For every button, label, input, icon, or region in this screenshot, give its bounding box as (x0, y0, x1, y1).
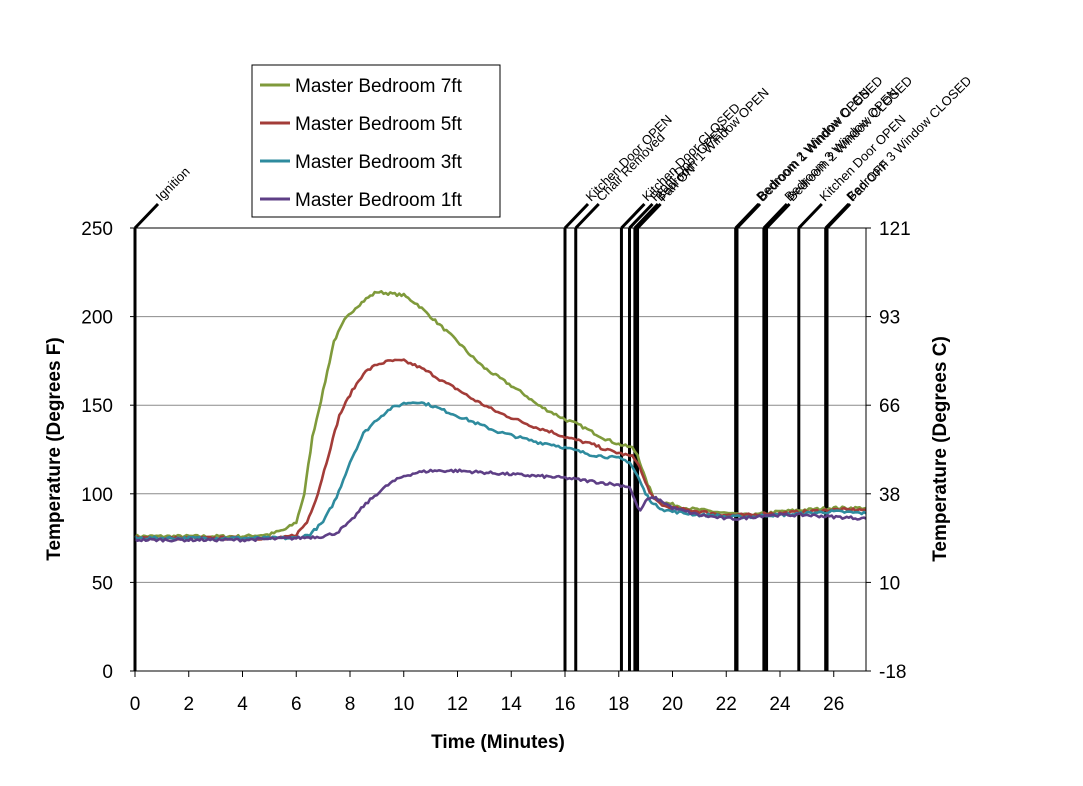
x-tick-label: 26 (823, 694, 844, 715)
y2-tick-label: 93 (879, 308, 900, 329)
x-tick-label: 0 (130, 694, 141, 715)
event-leader (574, 202, 600, 230)
y-axis-title: Temperature (Degrees F) (44, 337, 65, 561)
y-tick-label: 0 (102, 662, 113, 683)
grid-layer (135, 227, 866, 583)
y-tick-label: 50 (92, 573, 113, 594)
x-tick-label: 24 (769, 694, 791, 715)
event-leader (636, 202, 662, 230)
x-tick-label: 2 (183, 694, 194, 715)
y2-axis-title: Temperature (Degrees C) (930, 336, 951, 562)
legend-box (251, 64, 501, 218)
series-line (134, 468, 867, 543)
x-tick-label: 8 (345, 694, 356, 715)
event-leader (825, 202, 852, 230)
event-leader (628, 202, 654, 230)
x-tick-label: 16 (554, 694, 575, 715)
x-tick-label: 22 (716, 694, 737, 715)
series-line (134, 401, 867, 541)
event-label: Bedroom 2 Window CLOSED (784, 73, 915, 204)
x-axis-title: Time (Minutes) (431, 732, 565, 753)
y-tick-label: 150 (81, 396, 113, 417)
legend-label: Master Bedroom 1ft (295, 190, 463, 211)
y-tick-label: 200 (81, 308, 113, 329)
series-line (134, 358, 867, 541)
x-tick-label: 4 (237, 694, 248, 715)
y2-tick-label: -18 (879, 662, 906, 683)
x-tick-label: 18 (608, 694, 629, 715)
event-leader (620, 202, 646, 230)
y2-tick-label: 38 (879, 485, 900, 506)
x-tick-label: 14 (501, 694, 523, 715)
x-tick-label: 10 (393, 694, 414, 715)
y2-tick-label: 10 (879, 573, 900, 594)
legend-label: Master Bedroom 3ft (295, 152, 463, 173)
event-leader (735, 202, 762, 230)
y2-tick-label: 121 (879, 219, 911, 240)
legend-label: Master Bedroom 5ft (295, 114, 463, 135)
x-tick-label: 6 (291, 694, 302, 715)
x-tick-label: 12 (447, 694, 468, 715)
legend-label: Master Bedroom 7ft (295, 76, 463, 97)
event-leader (563, 202, 590, 230)
series-lines (134, 289, 867, 543)
event-leader (762, 202, 788, 230)
event-leader (633, 202, 659, 230)
event-leader (765, 202, 791, 230)
event-leader (133, 202, 160, 230)
y2-tick-label: 66 (879, 396, 900, 417)
legend: Master Bedroom 7ft Master Bedroom 5ft Mast… (251, 64, 501, 218)
y-tick-label: 100 (81, 485, 113, 506)
series-line (134, 289, 867, 539)
x-tick-label: 20 (662, 694, 683, 715)
event-label: Ignition (153, 164, 193, 204)
event-leader (797, 202, 823, 230)
y-tick-label: 250 (81, 219, 113, 240)
